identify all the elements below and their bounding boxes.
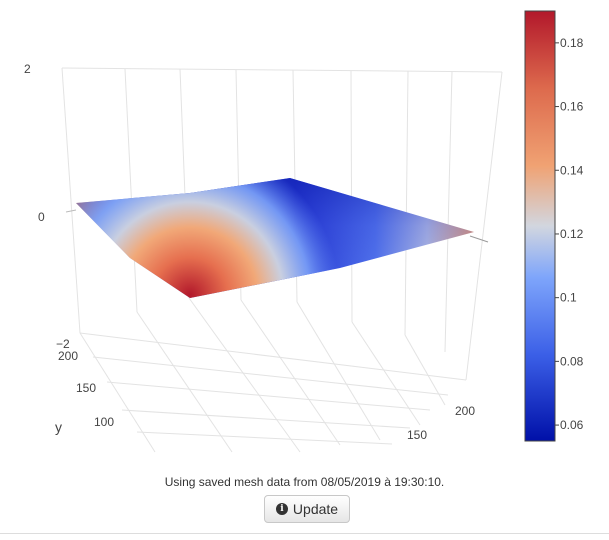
divider [0,533,609,534]
y-axis: 200 150 100 y [55,349,114,435]
z-tick-label: 0 [38,210,45,224]
colorbar-tick-label: 0.14 [560,163,584,177]
surface-plot[interactable]: 2 0 −2 200 150 100 y 200 150 0.180.160.1… [0,0,609,475]
colorbar: 0.18 0.16 0.14 0.12 0.1 0.08 0.06 [524,10,584,442]
colorbar-tick-label: 0.16 [560,100,584,114]
x-tick-label: 200 [455,404,475,418]
z-axis: 2 0 −2 [24,62,70,351]
z-tick-label: 2 [24,62,31,76]
y-tick-label: 150 [76,381,96,395]
z-tick-label: −2 [56,337,70,351]
x-axis: 200 150 [407,404,475,442]
y-tick-label: 200 [58,349,78,363]
colorbar-tick-label: 0.06 [560,418,584,432]
x-tick-label: 150 [407,428,427,442]
info-circle-icon: i [275,503,288,515]
colorbar-tick-label: 0.18 [560,36,584,50]
mesh-data-caption: Using saved mesh data from 08/05/2019 à … [164,475,445,489]
surface-mesh[interactable] [76,178,474,298]
update-button[interactable]: i Update [264,495,350,523]
y-axis-title: y [55,419,62,435]
colorbar-tick-label: 0.1 [560,291,577,305]
colorbar-tick-label: 0.12 [560,227,584,241]
grid-lines [61,67,503,453]
y-tick-label: 100 [94,415,114,429]
update-button-label: Update [292,501,339,517]
colorbar-tick-label: 0.08 [560,354,584,368]
colorbar-scale [524,10,556,442]
